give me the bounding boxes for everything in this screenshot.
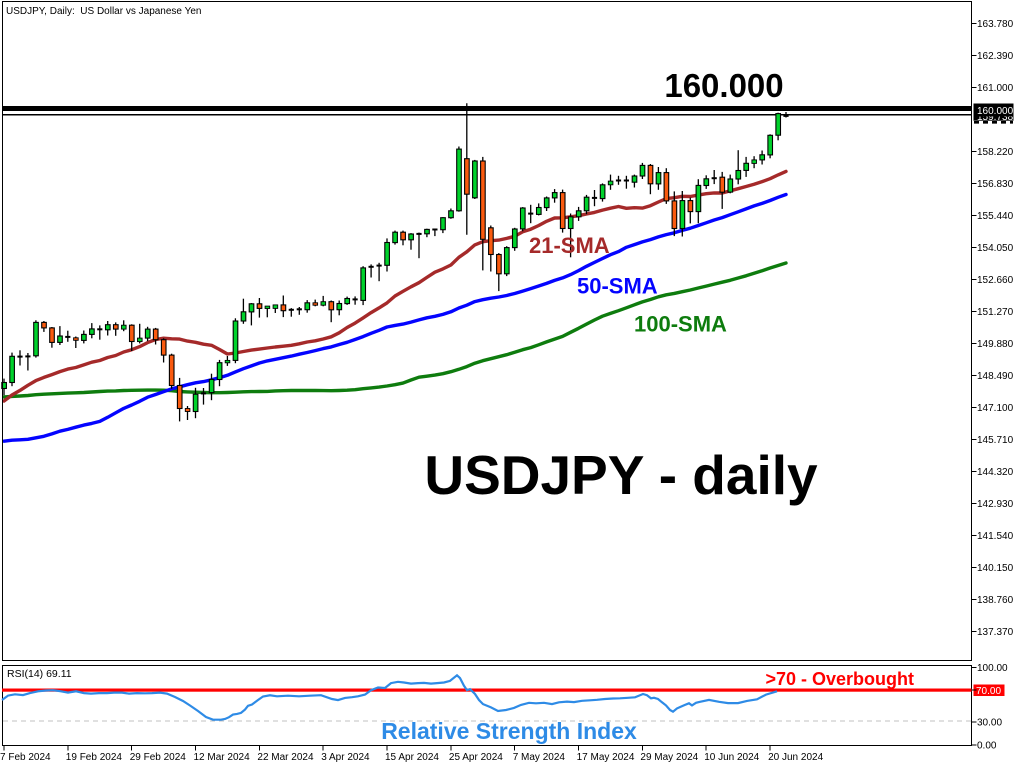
svg-text:152.660: 152.660	[977, 275, 1014, 286]
svg-text:163.780: 163.780	[977, 19, 1014, 30]
svg-text:154.050: 154.050	[977, 243, 1014, 254]
svg-text:30.00: 30.00	[977, 718, 1002, 729]
svg-text:140.150: 140.150	[977, 563, 1014, 574]
svg-text:USDJPY - daily: USDJPY - daily	[424, 444, 818, 506]
svg-text:20 Jun 2024: 20 Jun 2024	[768, 752, 823, 763]
svg-text:142.930: 142.930	[977, 499, 1014, 510]
svg-text:137.370: 137.370	[977, 627, 1014, 638]
svg-text:17 May 2024: 17 May 2024	[577, 752, 635, 763]
svg-text:15 Apr 2024: 15 Apr 2024	[385, 752, 439, 763]
svg-text:155.440: 155.440	[977, 211, 1014, 222]
svg-text:3 Apr 2024: 3 Apr 2024	[321, 752, 370, 763]
svg-text:100-SMA: 100-SMA	[634, 312, 727, 337]
svg-text:21-SMA: 21-SMA	[529, 233, 610, 258]
svg-text:147.100: 147.100	[977, 403, 1014, 414]
svg-text:USDJPY, Daily: US Dollar vs J: USDJPY, Daily: US Dollar vs Japanese Yen	[6, 6, 201, 17]
svg-text:156.830: 156.830	[977, 179, 1014, 190]
svg-text:12 Mar 2024: 12 Mar 2024	[194, 752, 251, 763]
svg-text:162.390: 162.390	[977, 51, 1014, 62]
svg-text:138.760: 138.760	[977, 595, 1014, 606]
svg-text:145.710: 145.710	[977, 435, 1014, 446]
svg-text:160.000: 160.000	[977, 106, 1014, 117]
svg-text:158.220: 158.220	[977, 147, 1014, 158]
svg-text:7 May 2024: 7 May 2024	[513, 752, 566, 763]
svg-text:10 Jun 2024: 10 Jun 2024	[704, 752, 759, 763]
svg-text:22 Mar 2024: 22 Mar 2024	[257, 752, 314, 763]
svg-text:151.270: 151.270	[977, 307, 1014, 318]
svg-text:50-SMA: 50-SMA	[577, 274, 658, 299]
svg-text:RSI(14) 69.11: RSI(14) 69.11	[7, 668, 72, 680]
svg-text:149.880: 149.880	[977, 339, 1014, 350]
svg-text:160.000: 160.000	[664, 67, 783, 104]
svg-text:29 Feb 2024: 29 Feb 2024	[130, 752, 187, 763]
svg-text:141.540: 141.540	[977, 531, 1014, 542]
svg-text:Relative Strength Index: Relative Strength Index	[381, 718, 637, 744]
svg-text:29 May 2024: 29 May 2024	[640, 752, 698, 763]
svg-text:0.00: 0.00	[977, 741, 997, 752]
svg-text:100.00: 100.00	[977, 663, 1008, 674]
svg-text:19 Feb 2024: 19 Feb 2024	[66, 752, 123, 763]
svg-text:>70 - Overbought: >70 - Overbought	[765, 669, 914, 689]
svg-text:159.738: 159.738	[977, 112, 1014, 123]
svg-text:25 Apr 2024: 25 Apr 2024	[449, 752, 503, 763]
svg-text:70.00: 70.00	[976, 686, 1001, 697]
svg-text:7 Feb 2024: 7 Feb 2024	[0, 752, 51, 763]
svg-text:144.320: 144.320	[977, 467, 1014, 478]
svg-text:161.000: 161.000	[977, 83, 1014, 94]
svg-text:148.490: 148.490	[977, 371, 1014, 382]
